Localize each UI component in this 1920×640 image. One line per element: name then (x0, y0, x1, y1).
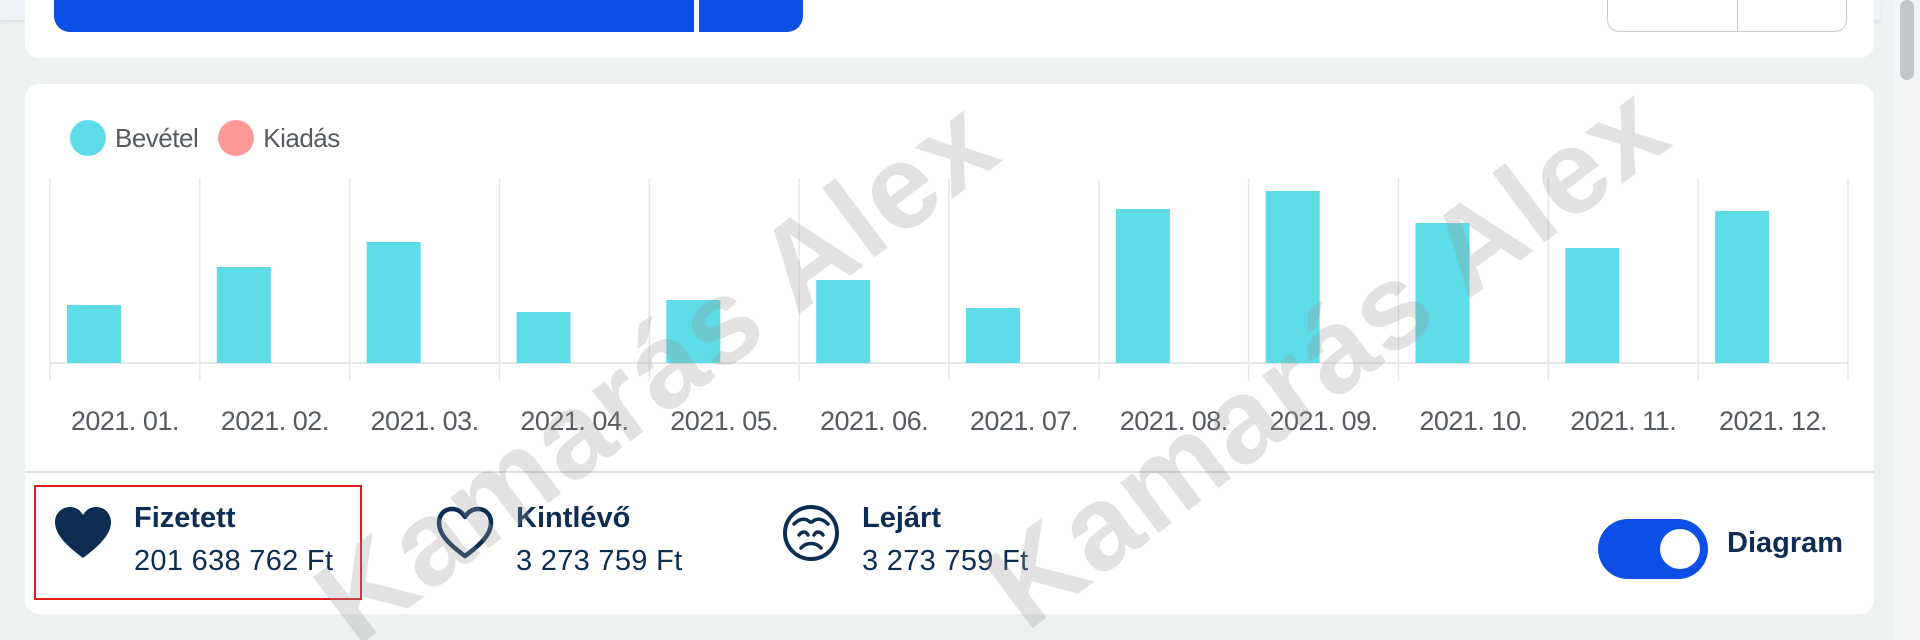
legend-label: Kiadás (263, 122, 340, 153)
status-overdue-value: 3 273 759 Ft (862, 545, 1029, 577)
bar-bevetel[interactable] (666, 300, 721, 363)
bar-bevetel[interactable] (1115, 209, 1170, 363)
heart-filled-icon (55, 507, 111, 558)
x-tick-label: 2021. 03. (371, 406, 479, 436)
bar-bevetel[interactable] (67, 305, 121, 363)
scrollbar-track[interactable] (1894, 0, 1920, 640)
card-divider (25, 471, 1874, 473)
x-tick-label: 2021. 12. (1719, 406, 1827, 436)
x-tick-label: 2021. 09. (1270, 406, 1378, 436)
toggle-knob (1660, 529, 1700, 569)
button-group-separator (1737, 0, 1738, 31)
x-tick-label: 2021. 05. (670, 406, 778, 436)
bar-bevetel[interactable] (1265, 191, 1320, 363)
sad-face-icon (783, 505, 839, 561)
x-tick-label: 2021. 02. (221, 406, 329, 436)
legend-item-bevetel[interactable]: Bevétel (70, 120, 199, 156)
chart-legend: Bevétel Kiadás (70, 118, 360, 158)
status-outstanding[interactable]: Kintlévő 3 273 759 Ft (434, 490, 682, 590)
x-tick-label: 2021. 10. (1419, 406, 1527, 436)
legend-label: Bevétel (115, 122, 199, 153)
bar-bevetel[interactable] (216, 267, 271, 363)
diagram-toggle[interactable] (1598, 519, 1708, 579)
legend-dot-kiadas (218, 120, 255, 156)
status-paid-value: 201 638 762 Ft (134, 545, 334, 577)
status-outstanding-value: 3 273 759 Ft (516, 545, 683, 577)
bar-chart: 2021. 01. 2021. 02. 2021. 03. 2021. 04. 2021… (49, 178, 1849, 436)
scrollbar-thumb[interactable] (1900, 0, 1914, 80)
status-overdue[interactable]: Lejárt 3 273 759 Ft (780, 490, 1028, 590)
legend-dot-bevetel (70, 120, 106, 156)
bar-bevetel[interactable] (816, 280, 871, 363)
status-paid[interactable]: Fizetett 201 638 762 Ft (52, 490, 333, 590)
x-tick-label: 2021. 08. (1120, 406, 1228, 436)
status-outstanding-label: Kintlévő (516, 502, 631, 534)
bar-bevetel[interactable] (1715, 211, 1770, 363)
bar-bevetel[interactable] (366, 242, 421, 363)
status-overdue-label: Lejárt (862, 502, 941, 534)
primary-button-bottom[interactable] (54, 0, 694, 32)
heart-outline-icon (436, 506, 494, 559)
highlight-box (34, 485, 362, 600)
x-tick-label: 2021. 11. (1570, 406, 1676, 436)
bar-bevetel[interactable] (966, 308, 1020, 363)
diagram-toggle-label: Diagram (1727, 527, 1844, 559)
dropdown-button-bottom[interactable] (699, 0, 803, 32)
legend-item-kiadas[interactable]: Kiadás (218, 120, 340, 156)
x-tick-label: 2021. 07. (970, 406, 1078, 436)
bar-bevetel[interactable] (1415, 223, 1470, 363)
bar-bevetel[interactable] (516, 312, 571, 363)
x-tick-label: 2021. 04. (520, 406, 628, 436)
x-tick-label: 2021. 06. (820, 406, 928, 436)
bar-bevetel[interactable] (1565, 248, 1620, 363)
status-paid-label: Fizetett (134, 502, 236, 534)
outlined-button-group-bottom[interactable] (1607, 0, 1847, 32)
x-tick-label: 2021. 01. (71, 406, 179, 436)
